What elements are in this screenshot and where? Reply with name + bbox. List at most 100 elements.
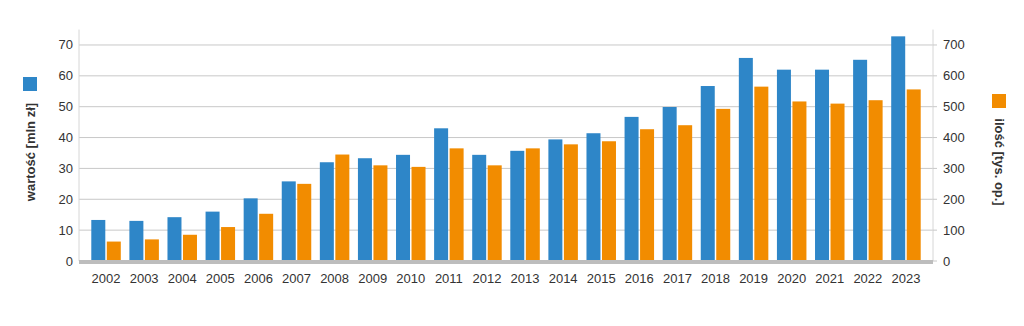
y-tick-label: 60 — [59, 68, 73, 83]
y-tick-label: 40 — [59, 130, 73, 145]
x-tick-label: 2012 — [472, 271, 501, 286]
x-tick-label: 2005 — [206, 271, 235, 286]
bar — [640, 129, 654, 261]
bar — [206, 212, 220, 261]
y-axis-line — [79, 30, 80, 261]
x-tick-label: 2023 — [891, 271, 920, 286]
grid-line — [79, 75, 933, 76]
y2-tick-label: 600 — [943, 68, 965, 83]
y2-axis-line — [933, 30, 934, 261]
bar — [335, 155, 349, 261]
bar — [129, 221, 143, 261]
y2-tick — [933, 44, 937, 45]
bar — [526, 148, 540, 261]
x-tick-label: 2002 — [92, 271, 121, 286]
baseline — [79, 260, 933, 264]
x-tick-label: 2021 — [815, 271, 844, 286]
bar — [412, 167, 426, 261]
bar — [663, 107, 677, 261]
bar — [488, 165, 502, 261]
bars — [91, 36, 920, 261]
bar — [716, 109, 730, 261]
y2-tick-label: 0 — [943, 254, 950, 269]
bar — [259, 214, 273, 261]
bar — [282, 181, 296, 261]
bar — [586, 133, 600, 261]
bar — [907, 89, 921, 261]
y2-tick — [933, 75, 937, 76]
bar — [701, 86, 715, 261]
bar — [625, 117, 639, 261]
bar — [815, 70, 829, 261]
x-tick-label: 2018 — [701, 271, 730, 286]
y-tick-label: 70 — [59, 37, 73, 52]
x-tick-label: 2022 — [853, 271, 882, 286]
grid-line — [79, 44, 933, 45]
x-tick-label: 2014 — [549, 271, 578, 286]
legend-swatch — [992, 94, 1006, 108]
bar — [678, 125, 692, 261]
bar — [107, 242, 121, 261]
bar — [792, 101, 806, 261]
bar — [434, 128, 448, 261]
bar — [297, 184, 311, 261]
bar — [853, 60, 867, 261]
bar — [754, 87, 768, 261]
legend-label: ilość [tys. op.] — [992, 118, 1007, 205]
bar — [167, 217, 181, 261]
y2-tick — [933, 106, 937, 107]
y2-tick-label: 500 — [943, 99, 965, 114]
x-tick-label: 2013 — [511, 271, 540, 286]
bar — [564, 144, 578, 261]
x-tick-label: 2015 — [587, 271, 616, 286]
x-tick-label: 2011 — [435, 271, 463, 286]
bar — [450, 148, 464, 261]
legend-swatch — [23, 77, 37, 91]
bar — [510, 151, 524, 261]
y2-tick-label: 400 — [943, 130, 965, 145]
y2-tick — [933, 230, 937, 231]
x-tick-label: 2019 — [739, 271, 768, 286]
x-tick-label: 2010 — [396, 271, 425, 286]
x-tick-label: 2006 — [244, 271, 273, 286]
y-tick-label: 30 — [59, 161, 73, 176]
bar — [373, 165, 387, 261]
x-tick-label: 2003 — [130, 271, 159, 286]
x-tick-label: 2016 — [625, 271, 654, 286]
bar — [221, 227, 235, 261]
bar — [548, 139, 562, 261]
y2-tick-label: 200 — [943, 192, 965, 207]
x-tick-label: 2007 — [282, 271, 311, 286]
bar — [472, 155, 486, 261]
y2-tick-label: 700 — [943, 37, 965, 52]
y2-tick-label: 100 — [943, 223, 965, 238]
bar — [244, 198, 258, 261]
y2-tick — [933, 199, 937, 200]
y-tick-label: 10 — [59, 223, 73, 238]
y2-tick — [933, 137, 937, 138]
bar — [183, 235, 197, 261]
x-tick-label: 2008 — [320, 271, 349, 286]
y2-tick — [933, 261, 937, 262]
bar — [831, 104, 845, 261]
x-tick-label: 2020 — [777, 271, 806, 286]
y-tick-label: 50 — [59, 99, 73, 114]
chart: 0102030405060700100200300400500600700200… — [0, 0, 1024, 326]
bar — [91, 220, 105, 261]
bar — [358, 158, 372, 261]
bar — [739, 58, 753, 261]
x-tick-label: 2009 — [358, 271, 387, 286]
bar — [602, 141, 616, 261]
y-tick-label: 0 — [66, 254, 73, 269]
y2-tick-label: 300 — [943, 161, 965, 176]
legend-label: wartość [mln zł] — [23, 103, 38, 202]
bar — [396, 155, 410, 261]
y2-tick — [933, 168, 937, 169]
bar — [145, 239, 159, 261]
bar — [320, 162, 334, 261]
bar — [869, 100, 883, 261]
bar — [891, 36, 905, 261]
x-tick-label: 2017 — [663, 271, 692, 286]
y-tick-label: 20 — [59, 192, 73, 207]
bar — [777, 70, 791, 261]
